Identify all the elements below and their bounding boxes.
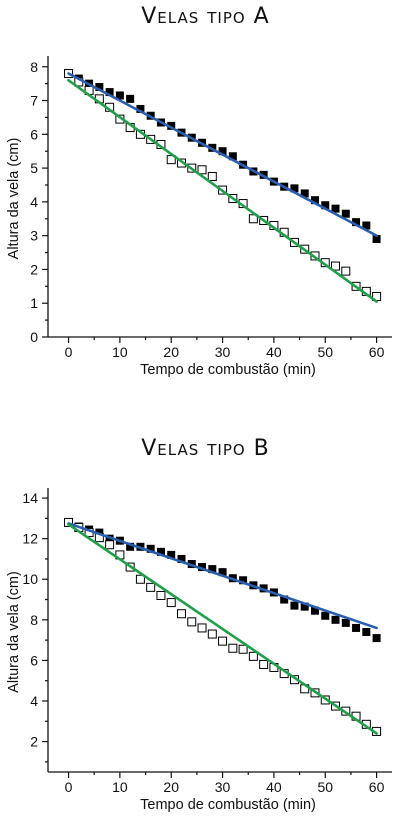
filled-square-point xyxy=(126,94,135,103)
filled-square-point xyxy=(146,544,155,553)
y-tick-label: 8 xyxy=(30,612,38,628)
x-axis-title: Tempo de combustão (min) xyxy=(140,797,316,813)
x-tick-label: 30 xyxy=(215,344,231,360)
trend-line xyxy=(67,78,378,303)
filled-square-point xyxy=(228,152,237,161)
x-tick-label: 60 xyxy=(369,344,385,360)
x-tick-label: 40 xyxy=(266,779,282,795)
x-tick-label: 50 xyxy=(317,344,333,360)
x-tick-label: 30 xyxy=(215,779,231,795)
filled-square-point xyxy=(372,235,381,244)
x-axis-title: Tempo de combustão (min) xyxy=(140,362,316,378)
filled-square-point xyxy=(167,121,176,130)
filled-square-point xyxy=(372,634,381,643)
y-tick-label: 2 xyxy=(30,734,38,750)
chart-a-plot: 0 1 2 3 4 5 6 7 8 0 10 20 30 40 50 60 Tempo de combustão… xyxy=(6,56,392,378)
x-tick-label: 10 xyxy=(112,344,128,360)
trend-line xyxy=(67,522,378,630)
filled-square-point xyxy=(321,611,330,620)
open-square-point xyxy=(248,214,258,224)
x-tick-label: 60 xyxy=(369,779,385,795)
open-square-point xyxy=(238,644,248,654)
y-tick-label: 4 xyxy=(30,194,38,210)
y-tick-label: 12 xyxy=(22,531,38,547)
filled-square-point xyxy=(115,91,124,100)
x-tick-label: 10 xyxy=(112,779,128,795)
y-tick-label: 8 xyxy=(30,59,38,75)
filled-square-point xyxy=(362,628,371,636)
x-tick-label: 20 xyxy=(163,344,179,360)
filled-square-point xyxy=(310,196,319,205)
trend-line xyxy=(67,72,378,237)
y-tick-label: 14 xyxy=(22,490,38,506)
y-tick-label: 1 xyxy=(30,295,38,311)
chart-b-plot: 2 4 6 8 10 12 14 0 10 20 30 40 50 60 Tempo de combustã… xyxy=(6,488,392,813)
filled-square-point xyxy=(208,565,217,574)
y-axis-title: Altura da vela (cm) xyxy=(6,138,22,260)
open-square-point xyxy=(331,261,341,271)
filled-square-point xyxy=(290,601,299,610)
y-tick-label: 10 xyxy=(22,571,38,587)
filled-square-point xyxy=(95,83,104,92)
x-tick-label: 0 xyxy=(65,779,73,795)
filled-square-point xyxy=(136,104,145,113)
filled-square-point xyxy=(321,201,330,210)
x-tick-label: 50 xyxy=(317,779,333,795)
open-square-point xyxy=(176,609,186,619)
open-square-point xyxy=(207,172,217,182)
open-square-point xyxy=(248,651,258,661)
filled-square-point xyxy=(331,204,340,213)
filled-square-point xyxy=(341,209,350,218)
filled-square-point xyxy=(218,568,227,577)
open-square-point xyxy=(166,155,176,165)
open-square-point xyxy=(166,598,176,608)
filled-square-point xyxy=(362,221,371,230)
y-tick-label: 5 xyxy=(30,160,38,176)
filled-square-point xyxy=(300,602,309,611)
y-tick-label: 6 xyxy=(30,126,38,142)
y-axis-title: Altura da vela (cm) xyxy=(6,571,22,693)
filled-square-point xyxy=(198,563,207,572)
filled-square-point xyxy=(331,615,340,624)
filled-square-point xyxy=(167,550,176,559)
filled-square-point xyxy=(341,618,350,627)
filled-square-point xyxy=(280,595,289,604)
open-square-point xyxy=(259,659,269,669)
filled-square-point xyxy=(300,189,309,198)
y-tick-label: 7 xyxy=(30,93,38,109)
chart-a-title: Velas tipo A xyxy=(141,4,270,29)
open-square-point xyxy=(218,636,228,646)
x-tick-label: 40 xyxy=(266,344,282,360)
filled-square-point xyxy=(239,576,248,585)
open-square-point xyxy=(146,582,156,592)
x-tick-label: 20 xyxy=(163,779,179,795)
trend-line xyxy=(67,523,378,735)
filled-square-point xyxy=(126,542,135,551)
open-square-point xyxy=(156,590,166,600)
y-tick-label: 2 xyxy=(30,261,38,277)
filled-square-point xyxy=(156,547,165,556)
filled-square-point xyxy=(105,88,114,97)
open-square-point xyxy=(187,617,197,627)
open-square-point xyxy=(197,623,207,633)
open-square-point xyxy=(105,540,115,550)
chart-b-title: Velas tipo B xyxy=(141,436,270,461)
filled-square-point xyxy=(310,606,319,615)
open-square-point xyxy=(197,165,207,175)
filled-square-point xyxy=(290,184,299,193)
y-tick-label: 3 xyxy=(30,228,38,244)
filled-square-point xyxy=(218,147,227,156)
y-tick-label: 4 xyxy=(30,693,38,709)
filled-square-point xyxy=(177,554,186,563)
filled-square-point xyxy=(352,623,361,632)
open-square-point xyxy=(228,643,238,653)
y-tick-label: 0 xyxy=(30,329,38,345)
open-square-point xyxy=(135,574,145,584)
open-square-point xyxy=(341,266,351,276)
y-tick-label: 6 xyxy=(30,652,38,668)
x-tick-label: 0 xyxy=(65,344,73,360)
open-square-point xyxy=(207,629,217,639)
filled-square-point xyxy=(352,218,361,227)
